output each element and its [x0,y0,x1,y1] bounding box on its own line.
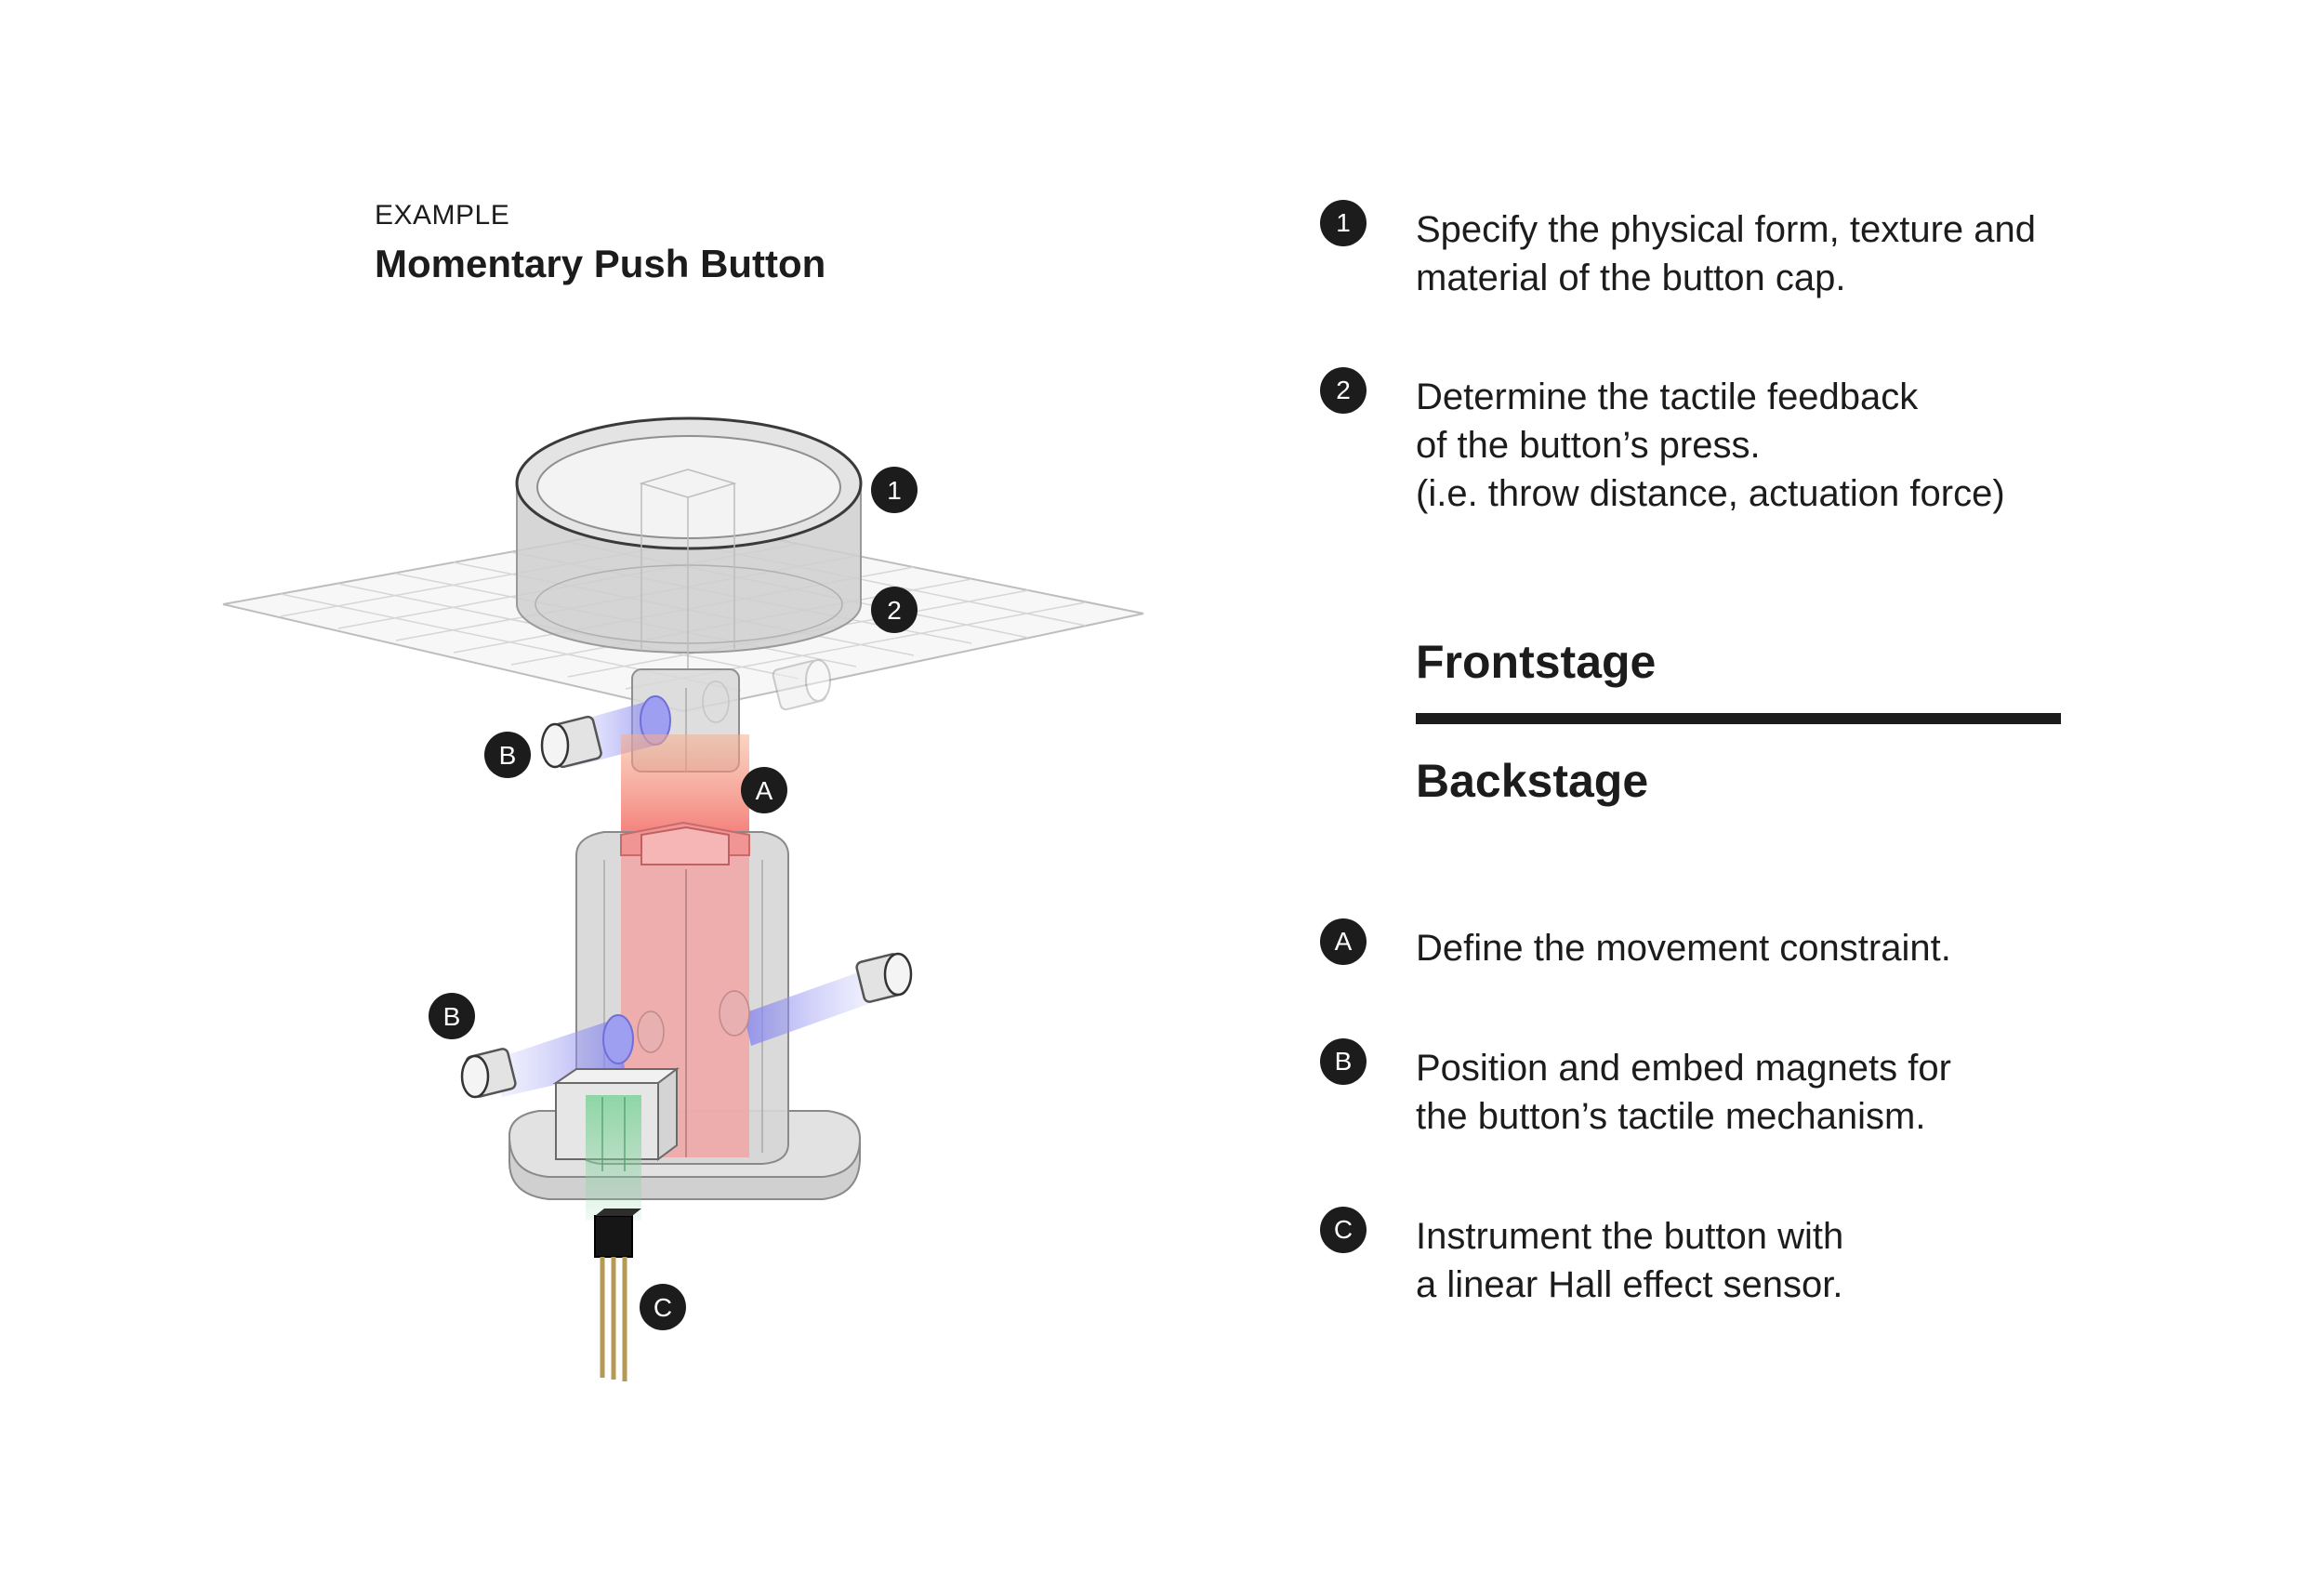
magnet-cylinder [540,715,602,769]
callout-a: A [741,767,787,813]
note-text-c: Instrument the button with a linear Hall… [1416,1216,1844,1305]
note-text-a: Define the movement constraint. [1416,928,1951,969]
svg-text:B: B [499,741,517,770]
magnet-cylinder [855,952,913,1003]
note-marker-b: B [1320,1038,1367,1085]
note-marker-2: 2 [1320,367,1367,414]
hall-sensor-assembly [552,1067,680,1381]
stage-divider [1416,713,2061,724]
diagram-title: Momentary Push Button [375,242,826,285]
backstage-heading: Backstage [1416,755,1649,807]
note-marker-c: C [1320,1207,1367,1253]
callout-2: 2 [871,587,918,633]
callout-b-upper: B [484,732,531,778]
svg-text:2: 2 [887,596,902,625]
note-text-2: Determine the tactile feedback of the bu… [1416,376,2005,514]
magnet-cylinder [772,659,831,711]
button-cap [515,416,863,669]
svg-text:B: B [443,1002,461,1031]
push-button-exploded-diagram: 1 2 B A B C [222,416,1144,1381]
svg-text:1: 1 [887,476,902,505]
frontstage-heading: Frontstage [1416,636,1657,688]
note-text-1: Specify the physical form, texture and m… [1416,209,2036,298]
note-marker-a: A [1320,918,1367,965]
callout-b-lower: B [429,993,475,1039]
lower-magnet-assembly [460,952,913,1099]
callout-1: 1 [871,467,918,513]
annotation-panel: 1 Specify the physical form, texture and… [1320,0,2250,1585]
eyebrow-label: EXAMPLE [375,200,510,231]
diagram-header: EXAMPLE Momentary Push Button [375,197,825,290]
callout-c: C [640,1284,686,1330]
note-text-b: Position and embed magnets for the butto… [1416,1048,1951,1137]
note-marker-1: 1 [1320,200,1367,246]
svg-text:C: C [654,1293,672,1322]
svg-text:A: A [756,776,773,805]
magnet-cylinder [460,1048,517,1099]
